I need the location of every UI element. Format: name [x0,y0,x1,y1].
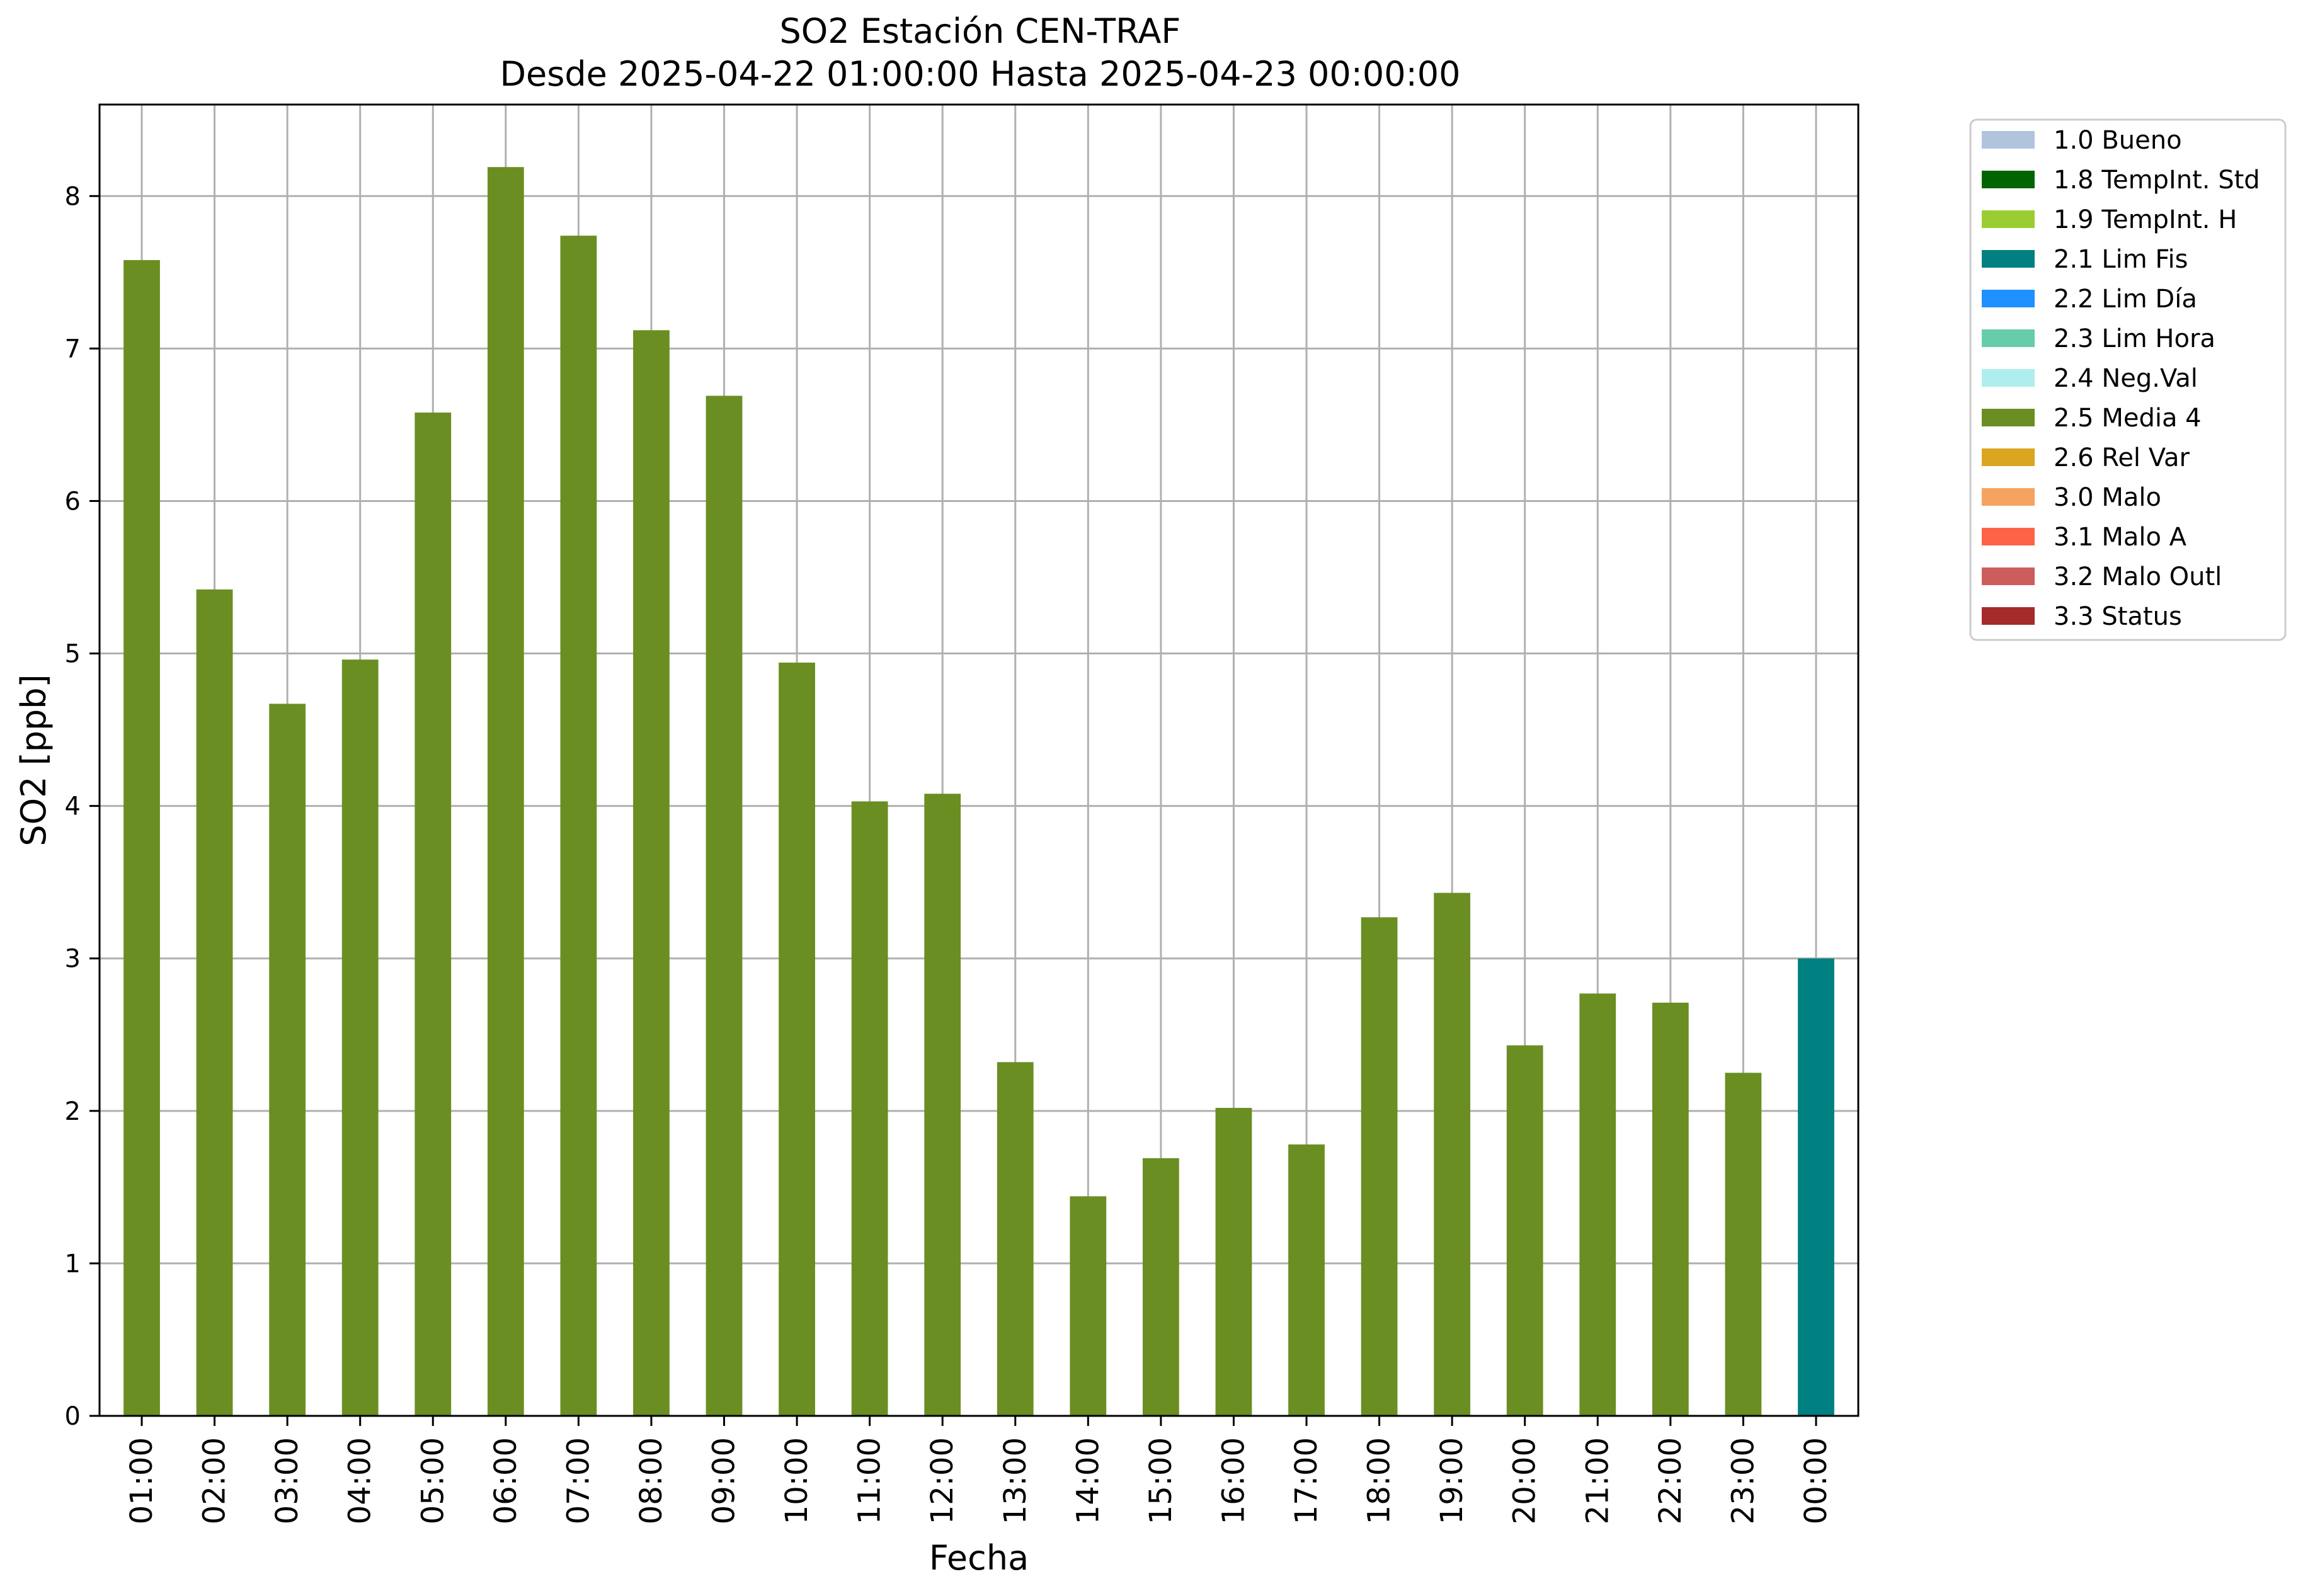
x-tick-label: 15:00 [1143,1437,1179,1524]
legend-label: 2.2 Lim Día [2054,285,2197,314]
bar-1000 [779,663,815,1416]
x-axis-ticks: 01:00 02:00 03:00 04:00 05:00 06:00 07:00 08:00… [124,1416,1834,1524]
bar-1600 [1215,1107,1252,1416]
bar-0900 [706,396,743,1416]
plot-frame [98,103,1860,1417]
x-tick-label: 11:00 [852,1437,888,1524]
bar-0500 [414,413,452,1416]
bar-2300 [1725,1073,1762,1416]
x-tick-label: 16:00 [1216,1437,1251,1524]
y-tick-label: 6 [65,487,81,516]
x-tick-label: 17:00 [1289,1437,1324,1524]
y-tick-label: 2 [65,1097,81,1126]
legend-swatch [1982,448,2035,466]
x-tick-label: 18:00 [1362,1437,1397,1524]
x-tick-label: 21:00 [1580,1437,1615,1524]
bar-1800 [1361,917,1398,1416]
x-tick-label: 08:00 [634,1437,669,1524]
legend-label: 3.2 Malo Outl [2054,562,2222,591]
x-tick-label: 02:00 [197,1437,232,1524]
legend-swatch [1982,290,2035,307]
legend-swatch [1982,250,2035,268]
legend-label: 3.3 Status [2054,602,2182,631]
legend-swatch [1982,131,2035,149]
bar-1400 [1070,1196,1107,1416]
bar-2200 [1652,1002,1689,1416]
bar-1900 [1434,892,1471,1416]
legend-swatch [1982,171,2035,188]
bar-1300 [997,1062,1034,1416]
x-tick-label: 12:00 [925,1437,960,1524]
legend-swatch [1982,409,2035,426]
bar-0200 [196,589,233,1416]
x-tick-label: 23:00 [1725,1437,1761,1524]
bar-1500 [1143,1158,1179,1416]
x-tick-label: 19:00 [1434,1437,1470,1524]
legend-label: 2.5 Media 4 [2054,404,2202,433]
legend-swatch [1982,567,2035,585]
x-tick-label: 09:00 [707,1437,742,1524]
bar-0600 [487,167,524,1416]
x-tick-label: 20:00 [1507,1437,1543,1524]
x-tick-label: 10:00 [779,1437,814,1524]
x-tick-label: 03:00 [270,1437,305,1524]
y-tick-label: 8 [65,182,81,211]
chart-subtitle: Desde 2025-04-22 01:00:00 Hasta 2025-04-… [500,54,1460,94]
y-tick-label: 3 [65,945,81,974]
bar-2000 [1506,1045,1543,1416]
x-tick-label: 01:00 [124,1437,159,1524]
legend-swatch [1982,607,2035,625]
x-tick-label: 04:00 [343,1437,378,1524]
x-tick-label: 22:00 [1653,1437,1688,1524]
bar-0300 [269,704,306,1416]
legend-label: 2.1 Lim Fis [2054,245,2188,274]
bar-0100 [123,259,160,1416]
x-tick-label: 00:00 [1798,1437,1834,1524]
legend-label: 1.8 TempInt. Std [2054,166,2260,195]
legend-label: 3.1 Malo A [2054,523,2187,552]
legend-swatch [1982,329,2035,347]
bar-0700 [560,236,597,1416]
y-tick-label: 0 [65,1402,81,1431]
x-tick-label: 06:00 [488,1437,523,1524]
legend-swatch [1982,488,2035,506]
bar-1100 [851,801,888,1416]
x-tick-label: 07:00 [561,1437,596,1524]
legend: 1.0 Bueno 1.8 TempInt. Std 1.9 TempInt. H 2… [1969,118,2287,641]
bars [123,167,1834,1416]
legend-frame [1969,118,2287,641]
y-axis-label: SO2 [ppb] [14,674,54,846]
bar-1700 [1288,1144,1325,1416]
bar-0400 [341,659,379,1416]
bar-0000 [1798,958,1834,1416]
legend-label: 2.3 Lim Hora [2054,324,2215,353]
legend-label: 1.0 Bueno [2054,126,2182,155]
x-axis-label: Fecha [929,1538,1029,1578]
x-tick-label: 13:00 [998,1437,1033,1524]
bar-0800 [633,330,670,1416]
chart-title: SO2 Estación CEN-TRAF [779,11,1180,51]
y-tick-label: 1 [65,1250,81,1279]
y-tick-label: 5 [65,640,81,669]
bar-1200 [924,794,961,1416]
legend-label: 1.9 TempInt. H [2054,205,2237,234]
y-tick-label: 4 [65,792,81,821]
legend-label: 2.4 Neg.Val [2054,364,2198,393]
x-tick-label: 14:00 [1070,1437,1106,1524]
legend-swatch [1982,369,2035,387]
legend-label: 3.0 Malo [2054,483,2161,512]
y-axis-ticks: 0 1 2 3 4 5 6 7 8 [65,182,100,1431]
legend-swatch [1982,210,2035,228]
bar-2100 [1579,993,1616,1416]
legend-label: 2.6 Rel Var [2054,443,2190,472]
y-tick-label: 7 [65,334,81,363]
legend-swatch [1982,528,2035,545]
x-tick-label: 05:00 [415,1437,450,1524]
